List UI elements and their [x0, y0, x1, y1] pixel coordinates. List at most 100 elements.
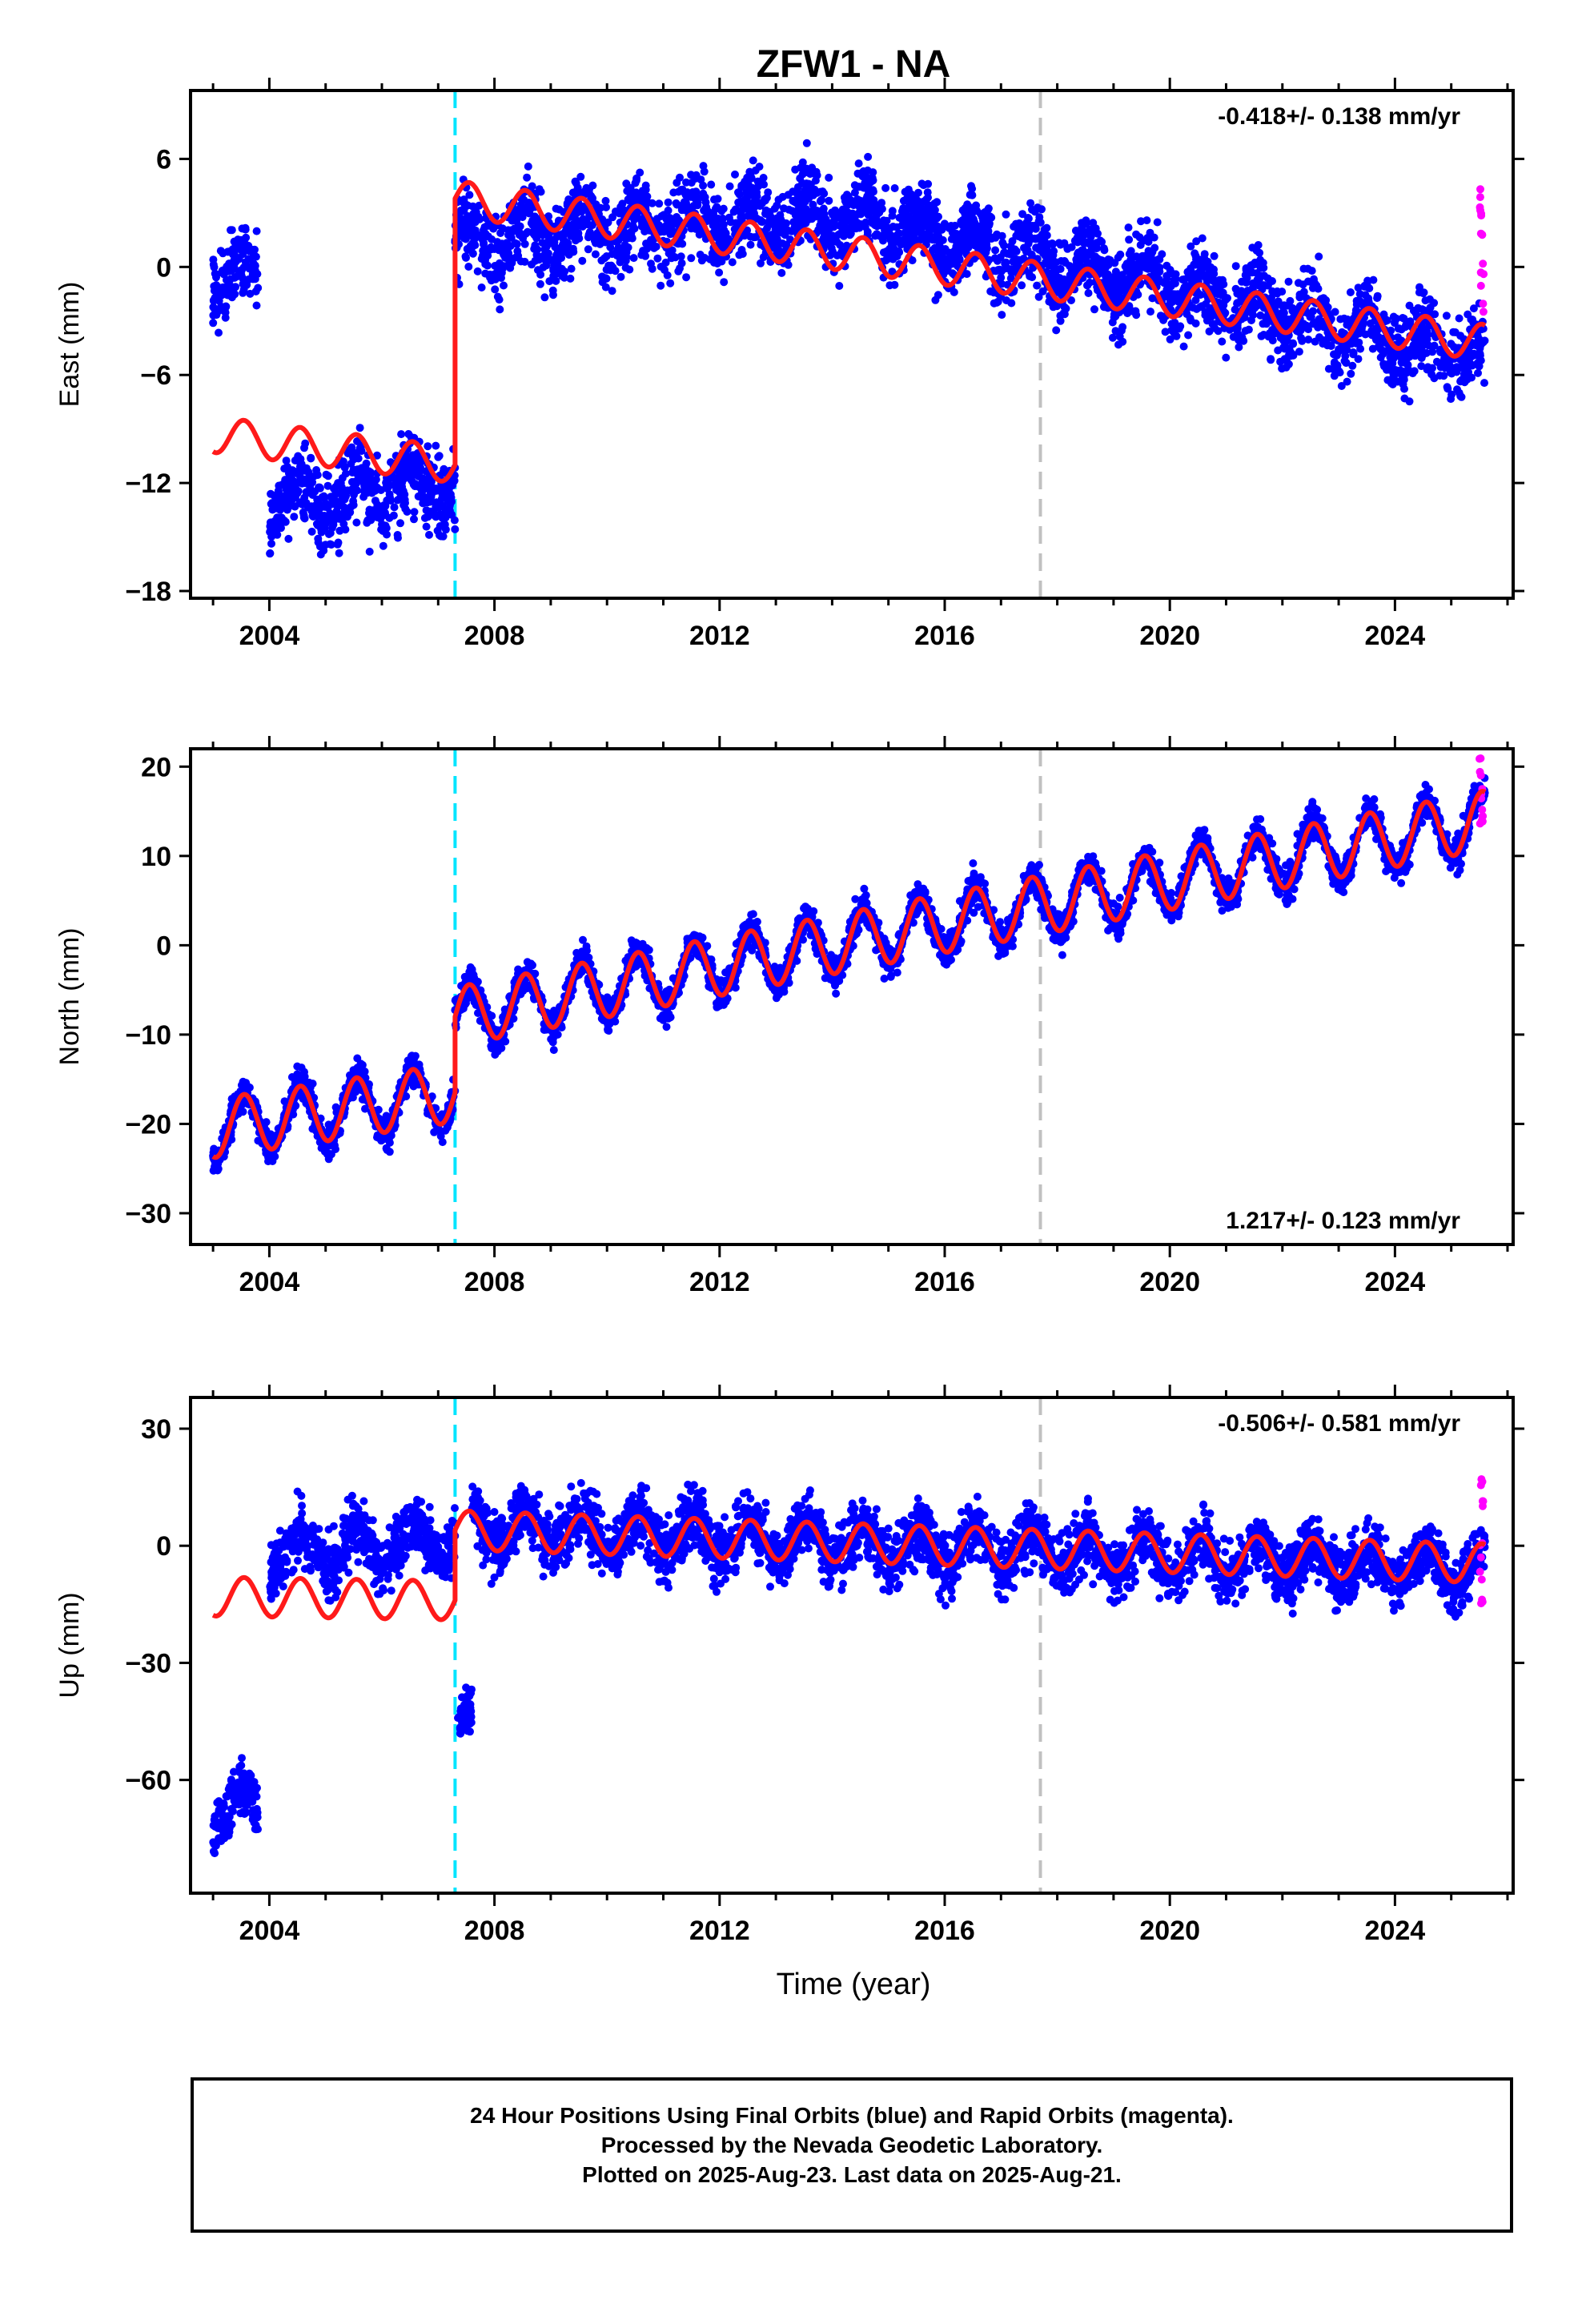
final-orbit-point	[282, 456, 291, 465]
final-orbit-point	[717, 234, 726, 243]
final-orbit-point	[1233, 300, 1242, 308]
final-orbit-point	[1210, 251, 1219, 260]
final-orbit-point	[331, 1145, 339, 1153]
final-orbit-point	[1190, 272, 1199, 281]
final-orbit-point	[671, 253, 680, 262]
final-orbit-point	[341, 469, 350, 478]
final-orbit-point	[1033, 281, 1042, 290]
final-orbit-point	[1253, 301, 1262, 310]
final-orbit-point	[333, 540, 342, 549]
final-orbit-point	[231, 283, 240, 292]
final-orbit-point	[1108, 333, 1117, 342]
final-orbit-point	[1040, 225, 1049, 234]
final-orbit-point	[672, 199, 681, 207]
final-orbit-point	[291, 468, 299, 476]
final-orbit-point	[701, 254, 709, 262]
final-orbit-point	[924, 223, 933, 232]
final-orbit-point	[715, 268, 724, 277]
final-orbit-point	[1259, 271, 1268, 280]
final-orbit-point	[682, 273, 691, 282]
final-orbit-point	[709, 215, 717, 223]
final-orbit-point	[935, 251, 944, 260]
final-orbit-point	[653, 254, 662, 263]
chart-title: ZFW1 - NA	[757, 43, 951, 86]
final-orbit-point	[1389, 312, 1398, 321]
final-orbit-point	[430, 509, 439, 518]
final-orbit-point	[1118, 337, 1127, 346]
final-orbit-point	[1419, 324, 1428, 333]
final-orbit-points	[209, 139, 1489, 559]
final-orbit-point	[300, 466, 309, 475]
final-orbit-point	[859, 207, 868, 216]
final-orbit-point	[1025, 269, 1034, 278]
final-orbit-point	[374, 1105, 383, 1114]
final-orbit-point	[747, 174, 756, 183]
final-orbit-point	[1405, 301, 1414, 310]
final-orbit-point	[1268, 336, 1277, 345]
final-orbit-point	[765, 217, 774, 226]
final-orbit-point	[227, 226, 236, 235]
final-orbit-point	[308, 491, 317, 499]
final-orbit-point	[1003, 263, 1012, 272]
final-orbit-point	[271, 519, 279, 528]
final-orbit-point	[850, 181, 859, 190]
final-orbit-point	[355, 424, 364, 432]
final-orbit-point	[909, 207, 918, 215]
final-orbit-point	[439, 468, 448, 476]
final-orbit-point	[970, 231, 979, 240]
plot-area	[209, 90, 1489, 598]
final-orbit-point	[1337, 382, 1346, 390]
final-orbit-point	[1308, 283, 1317, 292]
rapid-orbit-point	[1476, 229, 1485, 238]
final-orbit-point	[540, 293, 549, 302]
final-orbit-point	[693, 192, 701, 201]
final-orbit-point	[216, 247, 225, 255]
final-orbit-point	[512, 239, 521, 248]
final-orbit-point	[1474, 368, 1482, 377]
final-orbit-point	[1330, 360, 1339, 368]
final-orbit-point	[478, 235, 487, 243]
final-orbit-point	[516, 200, 525, 209]
final-orbit-point	[226, 291, 234, 300]
final-orbit-point	[513, 247, 522, 255]
final-orbit-point	[508, 227, 517, 236]
final-orbit-point	[1214, 327, 1223, 336]
final-orbit-point	[477, 283, 486, 292]
final-orbit-point	[1480, 379, 1488, 388]
final-orbit-point	[533, 266, 542, 275]
final-orbit-point	[860, 183, 868, 192]
final-orbit-point	[239, 1108, 247, 1116]
final-orbit-point	[553, 231, 562, 239]
final-orbit-point	[788, 207, 797, 215]
y-tick-label: −18	[125, 577, 171, 607]
final-orbit-point	[422, 522, 431, 531]
final-orbit-point	[267, 499, 276, 508]
final-orbit-point	[1340, 356, 1349, 365]
final-orbit-point	[1060, 275, 1068, 283]
rapid-orbit-point	[1479, 259, 1488, 268]
final-orbit-point	[743, 226, 752, 235]
final-orbit-point	[244, 255, 253, 263]
final-orbit-point	[1143, 234, 1152, 243]
final-orbit-point	[1278, 287, 1287, 296]
final-orbit-point	[211, 283, 220, 292]
final-orbit-point	[1417, 354, 1426, 362]
final-orbit-point	[725, 182, 734, 191]
final-orbit-point	[819, 204, 828, 213]
final-orbit-point	[674, 187, 683, 196]
final-orbit-point	[779, 226, 788, 235]
final-orbit-point	[496, 305, 504, 314]
final-orbit-point	[456, 215, 465, 223]
final-orbit-point	[757, 259, 765, 267]
final-orbit-point	[383, 530, 391, 539]
final-orbit-point	[464, 263, 473, 271]
final-orbit-point	[1460, 378, 1469, 387]
final-orbit-point	[829, 216, 838, 225]
final-orbit-point	[1086, 241, 1095, 249]
final-orbit-point	[1464, 310, 1472, 319]
final-orbit-point	[1314, 323, 1323, 332]
final-orbit-point	[535, 185, 544, 194]
final-orbit-point	[552, 276, 560, 285]
final-orbit-point	[252, 301, 261, 310]
final-orbit-point	[462, 253, 470, 262]
